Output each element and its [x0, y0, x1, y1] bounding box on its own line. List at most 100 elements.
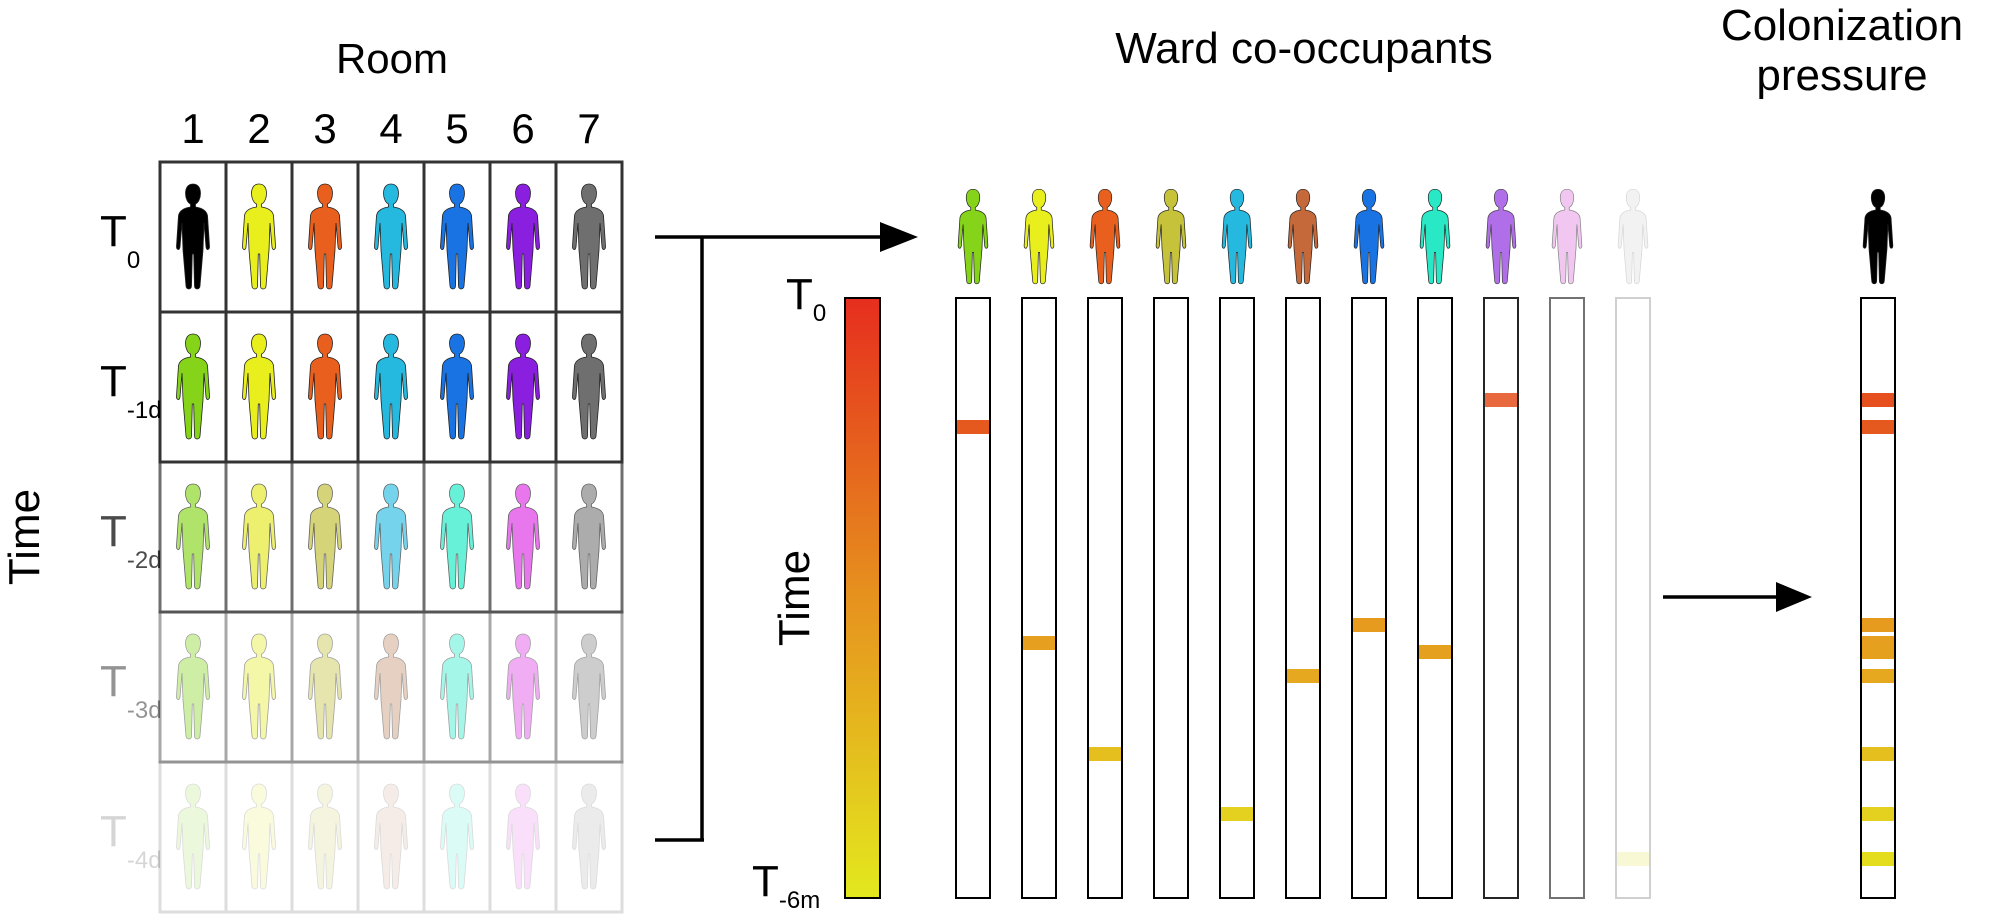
pressure-title-line2: pressure — [1756, 51, 1927, 100]
ward-time-axis-label: Time — [770, 550, 819, 646]
room-title: Room — [336, 35, 448, 82]
room-grid — [158, 160, 624, 914]
colonization-event-mark — [1221, 807, 1253, 821]
person-icon — [440, 783, 474, 890]
colonization-event-mark — [957, 420, 989, 434]
occupant-column — [1549, 188, 1585, 899]
colonization-event-mark — [1617, 852, 1649, 866]
person-icon — [572, 333, 606, 440]
person-icon — [308, 333, 342, 440]
occupant-timeline — [1549, 297, 1585, 899]
room-column-label: 2 — [247, 105, 270, 152]
occupant-column — [1615, 188, 1651, 899]
person-icon — [572, 783, 606, 890]
room-cell — [290, 760, 360, 914]
occupant-timeline — [1219, 297, 1255, 899]
occupant-column — [955, 188, 991, 899]
pressure-event-mark — [1862, 747, 1894, 761]
person-icon — [506, 633, 540, 740]
room-time-axis-label: Time — [0, 489, 49, 585]
room-cell — [422, 760, 492, 914]
occupant-column — [1417, 188, 1453, 899]
person-icon — [374, 783, 408, 890]
ward-panel: Ward co-occupants T0 T-6m Time — [752, 24, 1651, 914]
person-icon — [572, 483, 606, 590]
room-column-label: 7 — [577, 105, 600, 152]
person-icon — [1023, 188, 1055, 285]
room-cell — [488, 760, 558, 914]
person-icon — [242, 483, 276, 590]
room-row — [158, 760, 624, 914]
room-row — [158, 610, 624, 764]
scale-bottom-label: T-6m — [752, 857, 820, 914]
arrow-to-pressure — [1663, 582, 1812, 612]
occupant-timeline — [1351, 297, 1387, 899]
room-cell — [290, 610, 360, 764]
pressure-event-mark — [1862, 852, 1894, 866]
pressure-event-mark — [1862, 645, 1894, 659]
room-row — [158, 160, 624, 314]
person-icon — [506, 333, 540, 440]
pressure-event-mark — [1862, 618, 1894, 632]
person-icon — [440, 633, 474, 740]
room-cell — [356, 760, 426, 914]
person-icon — [374, 183, 408, 290]
room-cell — [554, 610, 624, 764]
person-icon — [440, 483, 474, 590]
room-column-label: 5 — [445, 105, 468, 152]
person-icon — [374, 633, 408, 740]
pressure-event-mark — [1862, 669, 1894, 683]
colonization-event-mark — [1023, 636, 1055, 650]
room-cell — [158, 760, 228, 914]
colonization-event-mark — [1089, 747, 1121, 761]
ward-occupant-columns — [955, 188, 1651, 899]
room-column-label: 6 — [511, 105, 534, 152]
person-icon — [242, 183, 276, 290]
room-row-label: T-3d — [100, 657, 162, 724]
pressure-column — [1860, 188, 1896, 899]
person-icon — [176, 633, 210, 740]
person-icon — [176, 783, 210, 890]
occupant-column — [1087, 188, 1123, 899]
person-icon — [440, 333, 474, 440]
occupant-column — [1351, 188, 1387, 899]
pressure-event-mark — [1862, 420, 1894, 434]
occupant-column — [1219, 188, 1255, 899]
arrow-to-ward-icon — [880, 222, 918, 252]
person-icon — [506, 483, 540, 590]
colonization-event-mark — [1287, 669, 1319, 683]
colonization-event-mark — [1419, 645, 1451, 659]
room-column-label: 1 — [181, 105, 204, 152]
room-cell — [488, 610, 558, 764]
room-cell — [224, 760, 294, 914]
person-icon — [1089, 188, 1121, 285]
room-row — [158, 310, 624, 464]
room-column-label: 3 — [313, 105, 336, 152]
occupant-column — [1285, 188, 1321, 899]
room-cell — [554, 460, 624, 614]
pressure-title-line1: Colonization — [1721, 1, 1963, 50]
occupant-timeline — [1285, 297, 1321, 899]
person-icon — [1287, 188, 1319, 285]
pressure-panel: Colonization pressure — [1721, 1, 1963, 899]
person-icon — [440, 183, 474, 290]
person-icon — [1862, 188, 1894, 285]
person-icon — [374, 333, 408, 440]
colonization-event-mark — [1353, 618, 1385, 632]
time-gradient-bar — [844, 297, 881, 899]
person-icon — [176, 183, 210, 290]
colonization-event-mark — [1485, 393, 1517, 407]
room-row-label: T-1d — [100, 357, 162, 424]
person-icon — [1419, 188, 1451, 285]
room-column-label: 4 — [379, 105, 402, 152]
person-icon — [1221, 188, 1253, 285]
person-icon — [1617, 188, 1649, 285]
room-cell — [356, 610, 426, 764]
room-row — [158, 460, 624, 614]
occupant-timeline — [1021, 297, 1057, 899]
person-icon — [242, 633, 276, 740]
person-icon — [1551, 188, 1583, 285]
person-icon — [308, 483, 342, 590]
